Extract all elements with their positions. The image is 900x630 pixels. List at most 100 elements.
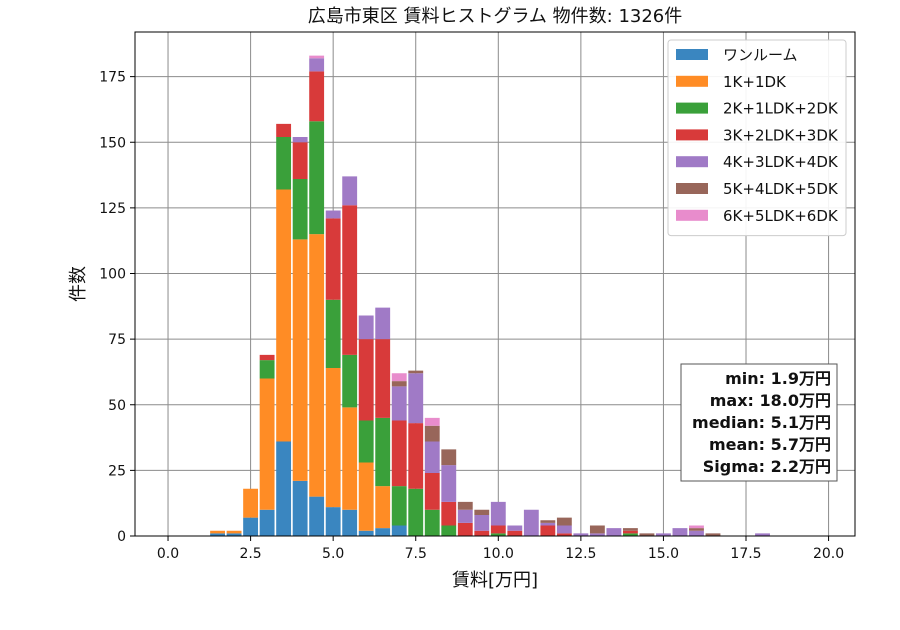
- bar-segment: [622, 530, 638, 534]
- bar-segment: [689, 525, 704, 529]
- x-tick-label: 12.5: [565, 546, 596, 562]
- bar-segment: [325, 299, 341, 368]
- bar-segment: [309, 496, 325, 536]
- x-tick-label: 5.0: [322, 546, 344, 562]
- stats-line: mean: 5.7万円: [709, 435, 831, 454]
- x-tick-label: 10.0: [483, 546, 514, 562]
- bar-segment: [292, 480, 308, 536]
- bar-segment: [342, 407, 358, 510]
- bar-segment: [358, 462, 374, 531]
- legend-label: 3K+2LDK+3DK: [723, 126, 839, 144]
- stats-line: Sigma: 2.2万円: [703, 457, 831, 476]
- bar-segment: [490, 533, 506, 536]
- bar-segment: [391, 420, 407, 487]
- stats-line: max: 18.0万円: [710, 391, 831, 410]
- bar-segment: [556, 525, 572, 534]
- bar-segment: [243, 488, 259, 518]
- bar-segment: [441, 501, 457, 526]
- bar-segment: [606, 528, 622, 536]
- bar-segment: [441, 525, 457, 536]
- legend-label: 4K+3LDK+4DK: [723, 153, 839, 171]
- bar-segment: [292, 239, 308, 481]
- bar-segment: [424, 425, 440, 442]
- bar-segment: [375, 417, 391, 487]
- bar-segment: [474, 509, 490, 515]
- bar-segment: [342, 176, 358, 206]
- y-tick-label: 25: [108, 463, 126, 479]
- bar-segment: [424, 417, 440, 426]
- bar-segment: [589, 533, 605, 536]
- bar-segment: [391, 525, 407, 536]
- bar-segment: [226, 533, 242, 536]
- bar-segment: [424, 509, 440, 536]
- bar-segment: [358, 315, 374, 340]
- bar-segment: [424, 473, 440, 510]
- bar-segment: [309, 71, 325, 122]
- bar-segment: [210, 533, 225, 536]
- bar-segment: [391, 373, 407, 382]
- bar-segment: [375, 307, 391, 340]
- legend-label: 6K+5LDK+6DK: [723, 207, 839, 225]
- bar-segment: [375, 339, 391, 418]
- legend: ワンルーム 1K+1DK 2K+1LDK+2DK 3K+2LDK+3DK 4K+3LDK…: [667, 39, 847, 237]
- bar-segment: [309, 121, 325, 235]
- bar-segment: [309, 55, 325, 59]
- bar-segment: [490, 501, 506, 526]
- bar-segment: [309, 58, 325, 72]
- bar-segment: [391, 381, 407, 387]
- bar-segment: [276, 123, 292, 137]
- bar-segment: [309, 234, 325, 497]
- bar-segment: [556, 533, 572, 536]
- bar-segment: [358, 530, 374, 536]
- grid-lines: [135, 32, 855, 537]
- bar-segment: [507, 525, 523, 531]
- x-tick-label: 7.5: [405, 546, 427, 562]
- legend-swatch: [676, 129, 708, 141]
- y-tick-label: 50: [108, 398, 126, 414]
- bar-segment: [556, 517, 572, 526]
- bar-segment: [441, 465, 457, 502]
- bar-segment: [540, 525, 556, 536]
- bars: [210, 55, 770, 536]
- bar-segment: [755, 533, 770, 536]
- chart-title: 広島市東区 賃料ヒストグラム 物件数: 1326件: [308, 6, 683, 27]
- bar-segment: [375, 528, 391, 536]
- stats-line: min: 1.9万円: [725, 369, 831, 388]
- legend-label: 5K+4LDK+5DK: [723, 180, 839, 198]
- bar-segment: [705, 533, 721, 536]
- y-axis-ticks: 0 25 50 75 100 125 150 175: [99, 70, 135, 545]
- bar-segment: [259, 360, 275, 379]
- bar-segment: [408, 373, 424, 424]
- bar-segment: [408, 370, 424, 374]
- bar-segment: [325, 218, 341, 300]
- bar-segment: [259, 509, 275, 536]
- bar-segment: [325, 368, 341, 508]
- legend-swatch: [676, 75, 708, 87]
- x-tick-label: 2.5: [239, 546, 261, 562]
- bar-segment: [375, 486, 391, 529]
- bar-segment: [656, 533, 671, 536]
- y-tick-label: 175: [99, 70, 126, 86]
- bar-segment: [622, 528, 638, 531]
- bar-segment: [292, 179, 308, 240]
- x-tick-label: 17.5: [730, 546, 761, 562]
- bar-segment: [391, 386, 407, 421]
- legend-swatch: [676, 183, 708, 194]
- bar-segment: [358, 339, 374, 421]
- y-axis-label: 件数: [68, 266, 89, 302]
- legend-label: 2K+1LDK+2DK: [723, 100, 839, 118]
- bar-segment: [358, 420, 374, 463]
- bar-segment: [490, 525, 506, 534]
- bar-segment: [342, 509, 358, 536]
- legend-label: ワンルーム: [723, 46, 798, 64]
- bar-segment: [408, 423, 424, 489]
- bar-segment: [689, 530, 704, 536]
- bar-segment: [276, 441, 292, 536]
- bar-segment: [474, 515, 490, 531]
- bar-segment: [573, 533, 589, 536]
- bar-segment: [523, 509, 539, 536]
- bar-segment: [292, 142, 308, 179]
- bar-segment: [457, 509, 473, 523]
- bar-segment: [391, 486, 407, 526]
- bar-segment: [408, 488, 424, 536]
